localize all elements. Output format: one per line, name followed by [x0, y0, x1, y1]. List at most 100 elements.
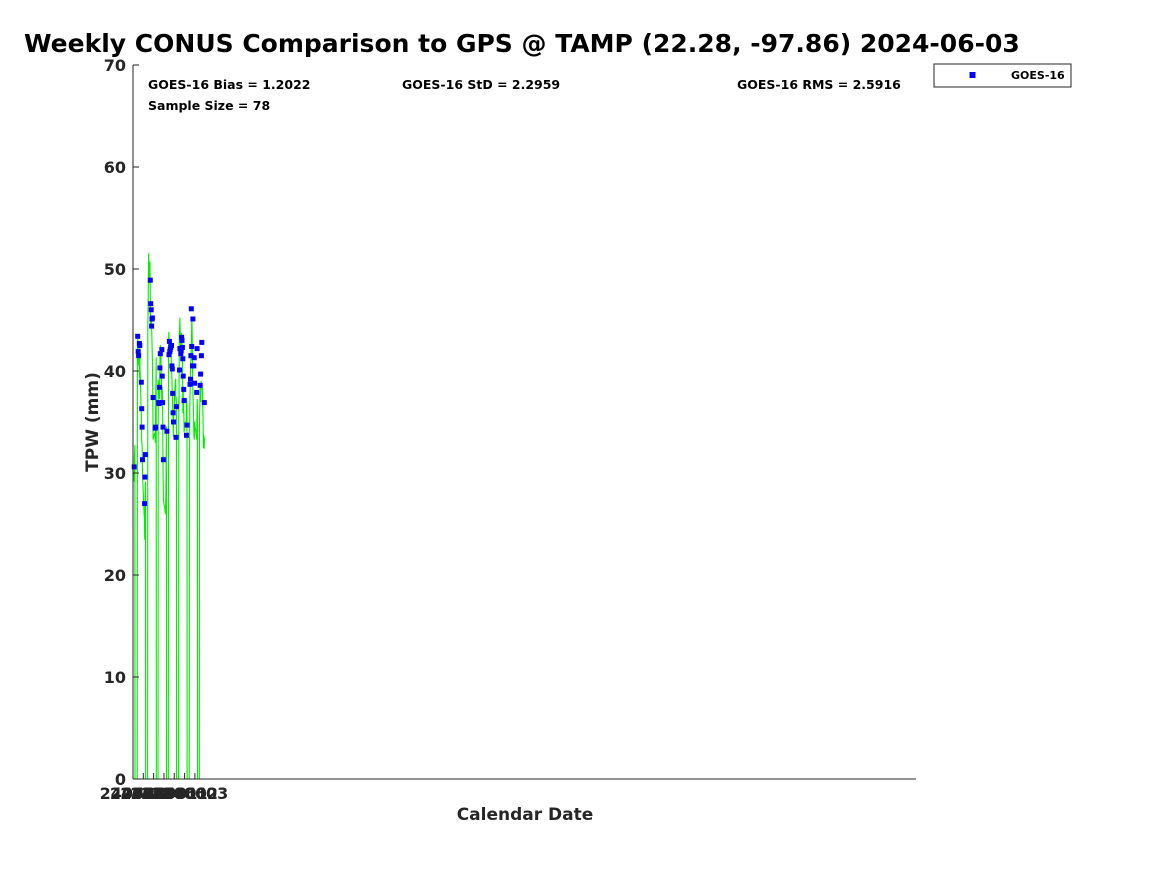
goes-16-point [160, 424, 166, 430]
plot-background [133, 65, 916, 779]
x-tick-label: 240603 [161, 784, 228, 803]
goes-16-point [153, 424, 159, 430]
plot-area [133, 65, 916, 779]
goes-16-point [160, 457, 166, 463]
goes-16-point [188, 306, 194, 312]
x-tick-label: 240530 [120, 784, 187, 803]
x-tick-label: 240529 [110, 784, 177, 803]
x-ticks: 2405282405292405302405312406012406022406… [100, 773, 228, 803]
goes-16-point [142, 452, 148, 458]
goes-16-point [173, 434, 179, 440]
goes-16-point [149, 323, 155, 329]
goes-16-point [187, 381, 193, 387]
goes-16-point [140, 457, 145, 463]
y-tick-label: 60 [104, 158, 126, 177]
goes-16-point [142, 501, 148, 507]
goes-16-point [197, 382, 203, 388]
goes-16-point [191, 363, 197, 369]
x-tick-label: 240602 [151, 784, 218, 803]
goes-16-point [191, 355, 197, 361]
sample-size-annotation: Sample Size = 78 [148, 98, 270, 113]
goes-16-point [160, 400, 166, 406]
y-tick-label: 70 [104, 56, 126, 75]
x-tick-label: 240531 [131, 784, 198, 803]
goes-16-point [139, 406, 145, 412]
goes-16-point [157, 365, 163, 371]
goes-16-point [181, 386, 187, 392]
goes-16-point [198, 371, 204, 377]
goes-16-point [159, 347, 165, 353]
y-tick-label: 20 [104, 566, 126, 585]
goes-16-point [131, 464, 137, 470]
goes-16-point [179, 337, 185, 343]
goes-16-point [188, 353, 194, 359]
std-annotation: GOES-16 StD = 2.2959 [402, 77, 560, 92]
goes-16-point [135, 349, 141, 355]
y-tick-label: 30 [104, 464, 126, 483]
goes-16-point [147, 277, 153, 283]
y-tick-label: 10 [104, 668, 126, 687]
goes-16-point [136, 353, 142, 359]
goes-16-point [179, 334, 185, 340]
goes-16-point [194, 346, 200, 352]
y-tick-label: 50 [104, 260, 126, 279]
goes-16-point [188, 376, 193, 382]
gps-line-segment [133, 444, 136, 780]
goes-16-point [180, 356, 186, 362]
goes-16-point [179, 345, 185, 350]
goes-16-point [192, 380, 198, 386]
goes-16-point [169, 366, 175, 372]
goes-16-point [173, 404, 179, 410]
goes-16-point [171, 419, 176, 425]
chart-title: Weekly CONUS Comparison to GPS @ TAMP (2… [24, 29, 1020, 58]
goes-16-point [139, 424, 145, 430]
goes-16-point [157, 351, 163, 357]
bias-annotation: GOES-16 Bias = 1.2022 [148, 77, 310, 92]
goes-16-point [138, 379, 144, 385]
goes-16-point [189, 344, 195, 349]
legend-label-goes-16: GOES-16 [1011, 69, 1065, 82]
goes-16-point [164, 428, 170, 434]
goes-16-point [166, 338, 172, 344]
goes-16-point [178, 348, 184, 354]
goes-16-point [184, 422, 190, 428]
x-tick-label: 240601 [141, 784, 208, 803]
goes-16-point [148, 307, 154, 313]
goes-16-point [194, 389, 200, 395]
legend-marker-goes-16 [969, 72, 976, 78]
x-axis-label: Calendar Date [457, 805, 594, 825]
legend: GOES-16 [933, 63, 1072, 88]
y-tick-label: 0 [115, 770, 126, 789]
goes-16-point [169, 343, 174, 348]
goes-16-point [150, 395, 156, 400]
goes-16-point [199, 339, 205, 345]
goes-16-point [178, 351, 184, 357]
goes-16-point [180, 373, 186, 379]
goes-16-point [148, 301, 154, 307]
goes-16-point [198, 353, 204, 359]
goes-16-series [131, 277, 207, 507]
goes-16-point [177, 367, 182, 373]
goes-16-point [170, 390, 176, 396]
goes-16-point [184, 432, 189, 438]
goes-16-point [170, 410, 176, 416]
y-ticks: 0 10 20 30 40 50 60 70 [104, 56, 139, 789]
goes-16-point [149, 315, 155, 321]
goes-16-point [135, 333, 141, 339]
gps-line-segment [188, 319, 199, 780]
goes-16-point [169, 363, 175, 369]
x-tick-label: 240528 [100, 784, 167, 803]
axes [132, 65, 916, 780]
goes-16-point [159, 373, 165, 379]
legend-box [933, 63, 1072, 88]
goes-16-point [156, 401, 162, 407]
goes-16-point [157, 384, 162, 390]
goes-16-point [137, 343, 143, 348]
goes-16-point [201, 400, 207, 406]
y-axis-label: TPW (mm) [83, 372, 103, 472]
goes-16-point [190, 316, 196, 322]
goes-16-point [142, 474, 148, 480]
y-tick-label: 40 [104, 362, 126, 381]
goes-16-point [166, 352, 172, 358]
